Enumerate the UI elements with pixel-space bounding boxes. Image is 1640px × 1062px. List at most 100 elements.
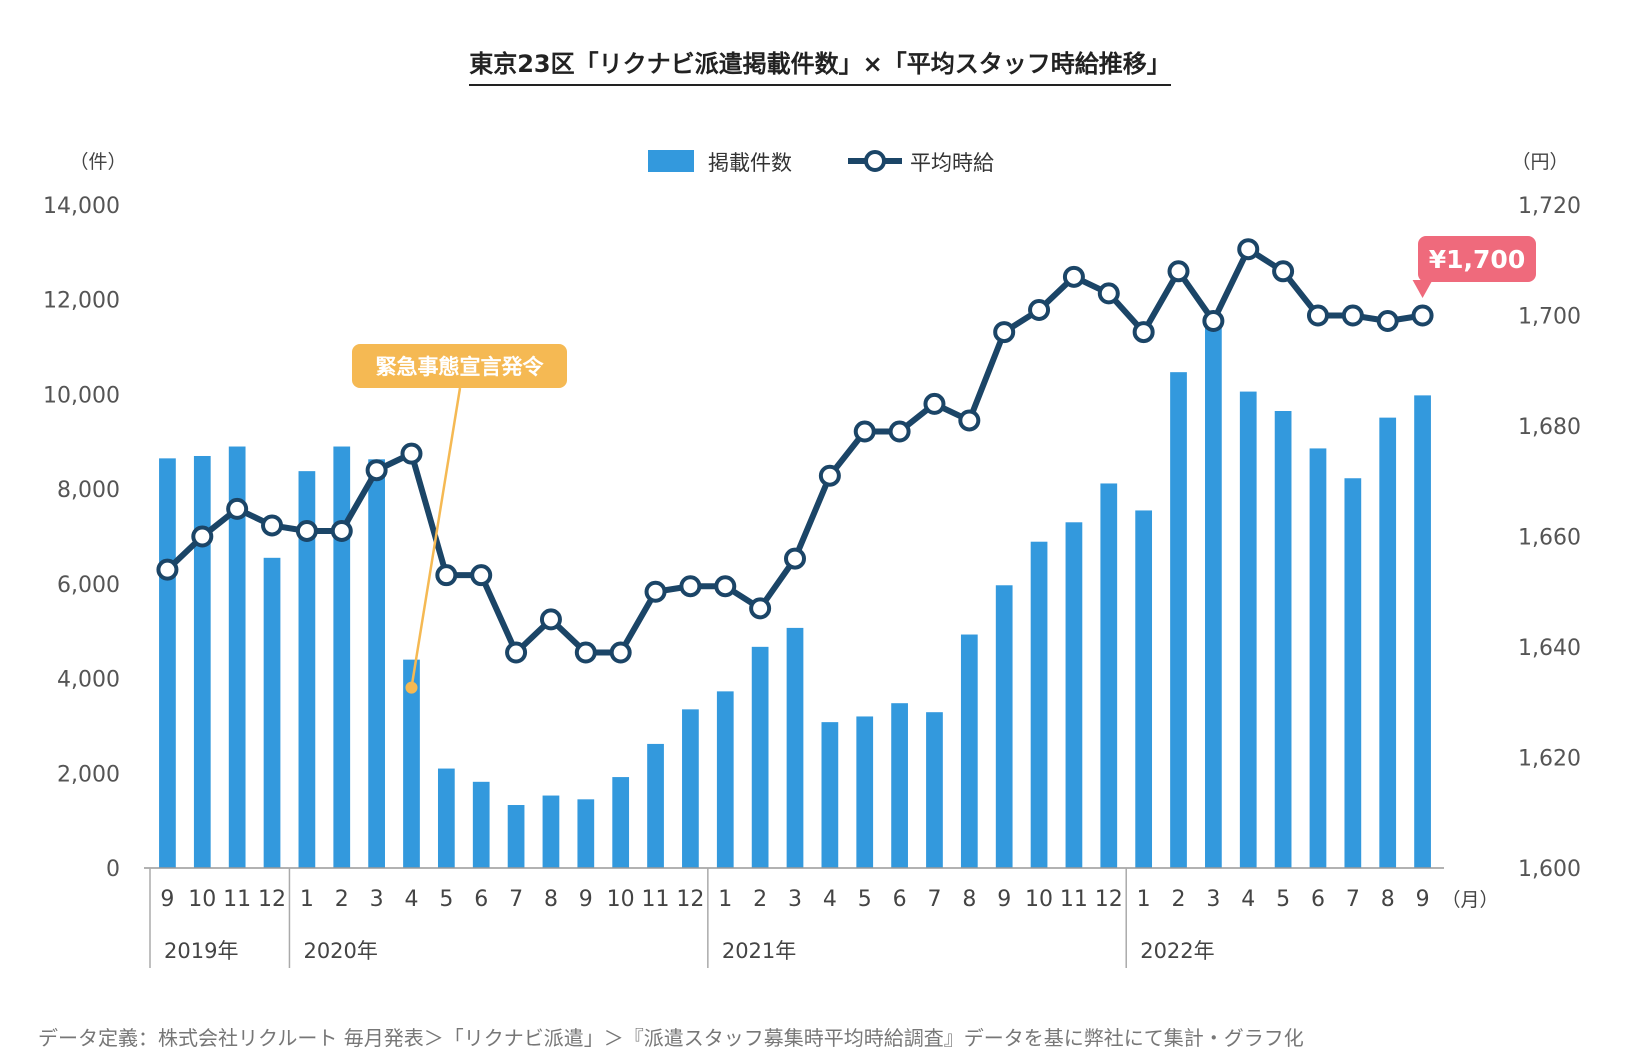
x-tick-label: 9	[160, 887, 174, 912]
bar	[1205, 321, 1222, 868]
y-right-tick-label: 1,640	[1518, 636, 1581, 661]
line-point	[609, 641, 632, 664]
x-tick-label: 8	[1381, 887, 1395, 912]
bar	[786, 627, 804, 868]
bar	[472, 781, 490, 868]
line-point	[191, 525, 214, 548]
x-tick-label: 6	[893, 887, 907, 912]
x-tick-label: 10	[607, 887, 635, 912]
x-tick-label: 12	[676, 887, 704, 912]
y-left-tick-label: 2,000	[57, 762, 120, 787]
x-tick-label: 3	[370, 887, 384, 912]
line-point	[330, 519, 353, 542]
x-tick-label: 10	[188, 887, 216, 912]
x-tick-label: 4	[823, 887, 837, 912]
emergency-callout-label: 緊急事態宣言発令	[376, 355, 545, 379]
x-tick-label: 8	[962, 887, 976, 912]
line-point	[923, 392, 946, 415]
line-series	[165, 246, 1424, 656]
year-label: 2021年	[722, 939, 796, 963]
line-point	[1028, 298, 1051, 321]
x-tick-label: 5	[858, 887, 872, 912]
y-right-tick-label: 1,660	[1518, 526, 1581, 551]
x-tick-label: 3	[788, 887, 802, 912]
bar	[682, 709, 699, 868]
x-tick-label: 2	[335, 887, 349, 912]
bar	[542, 795, 560, 868]
bar	[821, 722, 839, 868]
y-left-tick-label: 6,000	[57, 573, 120, 598]
y-left-tick-label: 8,000	[57, 478, 120, 503]
line-point	[749, 597, 772, 620]
x-tick-label: 9	[579, 887, 593, 912]
bar	[1309, 448, 1327, 868]
emergency-callout-dot	[405, 681, 418, 694]
legend-bar-label: 掲載件数	[708, 151, 792, 175]
x-tick-label: 4	[1241, 887, 1255, 912]
line-point	[853, 420, 876, 443]
x-tick-label: 2	[753, 887, 767, 912]
line-point	[1097, 282, 1120, 305]
line-point	[261, 514, 284, 537]
x-tick-label: 4	[404, 887, 418, 912]
line-point	[1167, 260, 1190, 283]
line-point	[1341, 304, 1364, 327]
bar	[263, 557, 281, 868]
x-tick-label: 12	[258, 887, 286, 912]
bar	[333, 446, 351, 868]
bar	[612, 777, 630, 868]
bar	[298, 471, 316, 868]
x-tick-label: 7	[509, 887, 523, 912]
line-point	[1411, 304, 1434, 327]
bar	[856, 716, 874, 868]
line-point	[993, 321, 1016, 344]
line-point	[574, 641, 597, 664]
y-right-tick-label: 1,680	[1518, 415, 1581, 440]
x-tick-label: 11	[1060, 887, 1088, 912]
bar	[403, 659, 420, 868]
y-right-unit-label: （円）	[1511, 151, 1568, 173]
bar	[1274, 411, 1292, 868]
line-point	[784, 547, 806, 570]
x-tick-label: 6	[1311, 887, 1325, 912]
x-tick-label: 5	[1276, 887, 1290, 912]
x-tick-label: 1	[718, 887, 732, 912]
x-tick-label: 7	[927, 887, 941, 912]
bar	[960, 634, 978, 868]
line-point	[888, 420, 911, 443]
line-point	[400, 442, 423, 465]
bar	[577, 799, 595, 868]
x-tick-label: 9	[1416, 887, 1430, 912]
bar	[507, 805, 525, 868]
line-point	[539, 608, 562, 631]
line-point	[714, 575, 737, 598]
line-point	[1202, 310, 1225, 333]
y-right-tick-label: 1,620	[1518, 747, 1581, 772]
year-label: 2020年	[303, 939, 377, 963]
line-point	[156, 558, 179, 581]
bar	[1030, 541, 1048, 868]
bar	[926, 712, 943, 868]
line-point	[1237, 238, 1260, 261]
x-tick-label: 11	[642, 887, 670, 912]
bar	[716, 691, 734, 868]
legend-bar-swatch	[648, 150, 694, 172]
y-right-tick-label: 1,700	[1518, 305, 1581, 330]
bar	[1344, 478, 1362, 868]
chart: （件） （円） 0 2,000 4,000 6,000 8,000 10,000 12,000 1…	[43, 150, 1581, 968]
line-point	[505, 641, 528, 664]
line-point	[435, 564, 458, 587]
bar	[193, 455, 211, 868]
line-point	[1272, 260, 1295, 283]
footnote: データ定義：株式会社リクルート 毎月発表＞「リクナビ派遣」＞『派遣スタッフ募集時…	[38, 1026, 1304, 1050]
line-point	[365, 459, 388, 482]
wage-callout-box	[1418, 236, 1536, 282]
bar	[1065, 522, 1083, 868]
wage-callout-pointer	[1412, 280, 1433, 298]
line-point	[958, 409, 981, 432]
emergency-callout-pointer	[410, 387, 462, 688]
line-point	[226, 497, 249, 520]
chart-title: 東京23区「リクナビ派遣掲載件数」×「平均スタッフ時給推移」	[0, 44, 1640, 86]
bar	[647, 743, 664, 868]
bar	[368, 459, 385, 868]
